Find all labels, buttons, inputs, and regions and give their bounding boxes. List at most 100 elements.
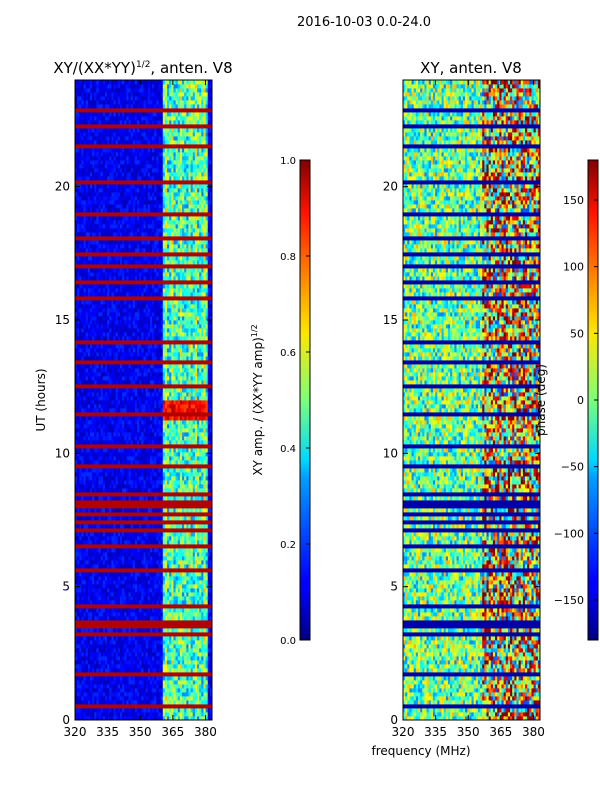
amplitude-cell [167, 696, 170, 701]
amplitude-cell [98, 684, 102, 689]
amplitude-cell [107, 684, 110, 689]
amplitude-cell [109, 656, 112, 661]
amplitude-cell [122, 668, 125, 673]
amplitude-cell [132, 684, 136, 689]
amplitude-cell [209, 676, 213, 681]
amplitude-cell [119, 704, 123, 709]
amplitude-cell [85, 704, 89, 709]
amplitude-cell [201, 704, 204, 709]
amplitude-cell [158, 656, 162, 661]
amplitude-cell [190, 688, 194, 693]
amplitude-cell [158, 712, 162, 717]
amplitude-cell [171, 656, 174, 661]
amplitude-cell [109, 652, 112, 657]
amplitude-cell [81, 708, 84, 713]
amplitude-cell [122, 708, 125, 713]
amplitude-cell [160, 648, 164, 653]
amplitude-cell [81, 712, 84, 717]
amplitude-cell [102, 656, 106, 661]
amplitude-cell [141, 656, 144, 661]
amplitude-cell [139, 676, 142, 681]
amplitude-cell [171, 668, 174, 673]
amplitude-cell [139, 688, 142, 693]
amplitude-cell [96, 712, 99, 717]
amplitude-cell [207, 700, 211, 705]
amplitude-cell [205, 656, 209, 661]
amplitude-cell [184, 656, 187, 661]
amplitude-cell [177, 688, 181, 693]
amplitude-cell [77, 652, 80, 657]
amplitude-cell [169, 704, 172, 709]
amplitude-cell [107, 676, 110, 681]
amplitude-cell [94, 660, 97, 665]
amplitude-cell [137, 716, 140, 721]
amplitude-cell [75, 680, 78, 685]
amplitude-cell [209, 648, 213, 653]
amplitude-cell [124, 664, 127, 669]
amplitude-cell [175, 668, 179, 673]
amplitude-cell [115, 676, 119, 681]
amplitude-cell [94, 712, 97, 717]
amplitude-cell [164, 712, 168, 717]
amplitude-cell [113, 712, 117, 717]
amplitude-cell [102, 696, 106, 701]
amplitude-cell [205, 684, 209, 689]
amplitude-cell [203, 656, 206, 661]
amplitude-cell [117, 684, 121, 689]
amplitude-cell [201, 684, 204, 689]
amplitude-cell [147, 692, 151, 697]
amplitude-cell [89, 700, 93, 705]
amplitude-cell [175, 692, 179, 697]
amplitude-cell [186, 680, 189, 685]
amplitude-cell [79, 684, 82, 689]
amplitude-cell [94, 708, 97, 713]
amplitude-cell [87, 652, 91, 657]
amplitude-cell [145, 712, 149, 717]
amplitude-cell [167, 700, 170, 705]
amplitude-cell [194, 704, 198, 709]
amplitude-cell [132, 644, 136, 649]
amplitude-cell [115, 712, 119, 717]
amplitude-cell [194, 660, 198, 665]
amplitude-cell [79, 652, 82, 657]
amplitude-cell [109, 664, 112, 669]
amplitude-cell [89, 644, 93, 649]
amplitude-cell [197, 660, 200, 665]
amplitude-cell [192, 680, 196, 685]
amplitude-cell [173, 652, 177, 657]
amplitude-cell [141, 696, 144, 701]
amplitude-cell [111, 648, 114, 653]
amplitude-cell [128, 716, 132, 721]
amplitude-cell [143, 676, 147, 681]
amplitude-cell [124, 708, 127, 713]
amplitude-cell [171, 664, 174, 669]
amplitude-cell [134, 680, 138, 685]
amplitude-cell [158, 652, 162, 657]
amplitude-cell [122, 672, 125, 677]
amplitude-cell [156, 684, 159, 689]
amplitude-cell [209, 700, 213, 705]
amplitude-cell [124, 652, 127, 657]
amplitude-cell [186, 696, 189, 701]
amplitude-cell [75, 656, 78, 661]
amplitude-cell [83, 652, 87, 657]
amplitude-cell [169, 656, 172, 661]
amplitude-cell [113, 684, 117, 689]
amplitude-cell [188, 688, 191, 693]
amplitude-cell [192, 672, 196, 677]
amplitude-cell [158, 668, 162, 673]
amplitude-cell [192, 656, 196, 661]
amplitude-cell [152, 660, 155, 665]
amplitude-cell [175, 648, 179, 653]
amplitude-cell [147, 712, 151, 717]
amplitude-cell [152, 700, 155, 705]
amplitude-cell [156, 656, 159, 661]
amplitude-cell [147, 676, 151, 681]
amplitude-cell [89, 664, 93, 669]
amplitude-cell [147, 688, 151, 693]
amplitude-cell [122, 644, 125, 649]
amplitude-cell [169, 684, 172, 689]
amplitude-cell [113, 644, 117, 649]
amplitude-cell [79, 656, 82, 661]
amplitude-cell [184, 688, 187, 693]
